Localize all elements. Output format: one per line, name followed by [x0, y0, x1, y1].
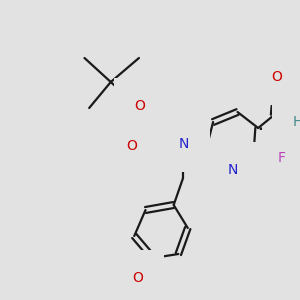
Text: F: F — [278, 151, 286, 165]
Text: N: N — [228, 163, 238, 177]
Text: O: O — [126, 139, 137, 153]
Text: H: H — [292, 115, 300, 129]
Text: O: O — [272, 70, 282, 84]
Text: O: O — [133, 271, 143, 285]
Text: O: O — [134, 99, 145, 113]
Text: N: N — [179, 137, 189, 151]
